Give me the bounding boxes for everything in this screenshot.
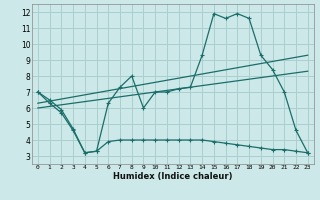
X-axis label: Humidex (Indice chaleur): Humidex (Indice chaleur) — [113, 172, 233, 181]
